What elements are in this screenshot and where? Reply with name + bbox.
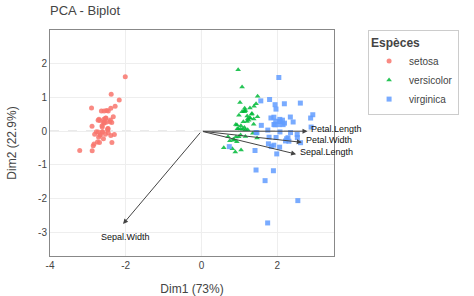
- svg-text:2: 2: [41, 58, 47, 69]
- svg-text:Sepal.Width: Sepal.Width: [101, 232, 150, 242]
- svg-text:virginica: virginica: [409, 94, 446, 105]
- svg-text:0: 0: [41, 126, 47, 137]
- svg-text:Sepal.Length: Sepal.Length: [300, 147, 353, 157]
- svg-text:-2: -2: [121, 260, 130, 271]
- svg-text:Petal.Width: Petal.Width: [306, 135, 352, 145]
- svg-text:1: 1: [41, 92, 47, 103]
- svg-text:0: 0: [199, 260, 205, 271]
- svg-text:-2: -2: [38, 193, 47, 204]
- svg-text:-3: -3: [38, 227, 47, 238]
- svg-text:Espèces: Espèces: [371, 36, 420, 50]
- svg-text:PCA - Biplot: PCA - Biplot: [50, 3, 120, 18]
- svg-text:2: 2: [274, 260, 280, 271]
- svg-text:Dim1 (73%): Dim1 (73%): [160, 282, 223, 296]
- svg-text:versicolor: versicolor: [409, 75, 452, 86]
- svg-text:Petal.Length: Petal.Length: [311, 124, 362, 134]
- svg-text:Dim2 (22.9%): Dim2 (22.9%): [5, 106, 19, 179]
- svg-text:setosa: setosa: [409, 56, 439, 67]
- svg-text:-4: -4: [46, 260, 55, 271]
- svg-text:-1: -1: [38, 159, 47, 170]
